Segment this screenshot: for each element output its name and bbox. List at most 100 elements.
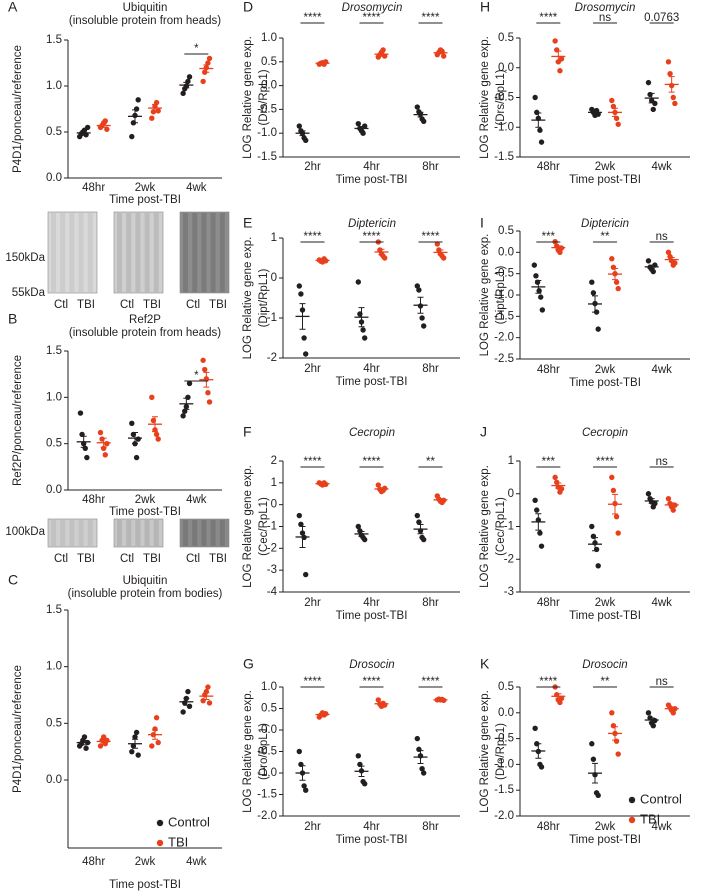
y-tick-label: 0.0 <box>46 484 62 496</box>
data-point <box>206 399 213 405</box>
y-tick-label: 1.5 <box>46 604 62 616</box>
x-tick-label: 48hr <box>537 364 560 376</box>
y-tick-label: 1.0 <box>46 391 62 403</box>
data-point <box>182 408 188 414</box>
blot-lane <box>201 520 207 546</box>
y-axis-label: (Dro/RpL1) <box>258 723 270 780</box>
significance-label: **** <box>422 676 440 688</box>
data-point <box>595 792 601 799</box>
data-point <box>650 268 656 275</box>
error-bar <box>319 713 326 716</box>
data-point <box>416 519 422 525</box>
error-bar <box>535 279 542 294</box>
data-point <box>672 260 678 266</box>
x-tick-label: 4wk <box>186 494 207 506</box>
x-tick-label: 48hr <box>537 161 560 173</box>
blot-lane <box>126 213 132 292</box>
y-tick-label: 1.5 <box>46 34 62 46</box>
data-point <box>613 279 620 285</box>
panel-subtitle: (insoluble protein from bodies) <box>68 588 223 600</box>
error-bar <box>100 123 107 128</box>
blot-lane <box>51 520 56 546</box>
y-tick-label: -2 <box>267 352 277 364</box>
y-tick-label: -1.0 <box>494 121 514 133</box>
data-point <box>645 79 652 86</box>
lane-label: TBI <box>209 299 227 311</box>
panel-letter: C <box>8 572 18 588</box>
x-tick-label: 4wk <box>651 597 672 609</box>
blot-lane <box>117 213 122 292</box>
y-tick-label: 1 <box>271 477 277 489</box>
y-tick-label: 0.0 <box>261 724 277 736</box>
data-point <box>186 74 193 80</box>
significance-label: **** <box>363 676 381 688</box>
legend-label: Control <box>640 791 682 806</box>
data-point <box>362 123 368 129</box>
data-point <box>558 486 565 492</box>
data-point <box>155 108 161 114</box>
data-point <box>83 745 89 751</box>
data-point <box>355 753 361 759</box>
blot-lane <box>87 520 93 546</box>
size-marker: 100kDa <box>5 526 45 538</box>
x-tick-label: 8hr <box>422 161 439 173</box>
data-point <box>670 710 676 716</box>
blot-lane <box>126 520 132 546</box>
data-point <box>296 748 302 755</box>
x-tick-label: 4hr <box>363 363 380 375</box>
y-tick-label: -2.0 <box>494 810 514 822</box>
data-point <box>84 124 91 131</box>
y-tick-label: 1 <box>271 232 277 244</box>
y-axis-label: LOG Relative gene exp. <box>242 237 254 360</box>
error-bar <box>132 738 138 749</box>
data-point <box>558 695 565 702</box>
error-bar <box>152 729 158 740</box>
panel-title: Drosocin <box>349 659 394 671</box>
data-point <box>380 47 386 53</box>
data-point <box>665 495 672 502</box>
error-bar <box>555 693 562 700</box>
error-bar <box>378 52 385 57</box>
error-bar <box>668 706 675 711</box>
data-point <box>100 734 107 740</box>
error-bar <box>648 498 655 504</box>
data-point <box>301 335 307 341</box>
data-point <box>434 241 440 247</box>
x-tick-label: 4hr <box>363 821 380 833</box>
blot-lane <box>69 520 75 546</box>
significance-label: **** <box>304 12 322 24</box>
significance-label: ns <box>656 676 668 688</box>
data-point <box>81 734 88 740</box>
error-bar <box>648 717 655 723</box>
data-point <box>155 739 161 746</box>
error-bar <box>555 482 562 489</box>
significance-label: **** <box>363 231 381 243</box>
data-point <box>532 94 538 101</box>
data-point <box>180 90 186 97</box>
error-bar <box>612 268 618 281</box>
data-point <box>135 752 141 758</box>
data-point <box>609 97 615 104</box>
blot-image <box>113 211 164 294</box>
data-point <box>414 512 420 519</box>
data-point <box>104 737 110 744</box>
y-tick-label: -2.0 <box>257 810 277 822</box>
error-bar <box>100 738 107 745</box>
y-tick-label: 0.0 <box>46 172 62 184</box>
y-tick-label: -2.5 <box>494 353 514 365</box>
y-tick-label: 1.5 <box>46 345 62 357</box>
y-tick-label: 1.0 <box>46 80 62 92</box>
data-point <box>610 487 617 494</box>
blot-image <box>179 518 230 548</box>
significance-label: **** <box>539 12 557 24</box>
x-tick-label: 8hr <box>422 821 439 833</box>
data-point <box>538 543 545 549</box>
panel-subtitle: (insoluble protein from heads) <box>69 15 221 27</box>
error-bar <box>648 264 655 270</box>
y-tick-label: -1.0 <box>257 767 277 779</box>
data-point <box>84 454 90 461</box>
blot-image <box>113 518 164 548</box>
error-bar <box>358 765 365 777</box>
panel-letter: A <box>8 0 18 15</box>
